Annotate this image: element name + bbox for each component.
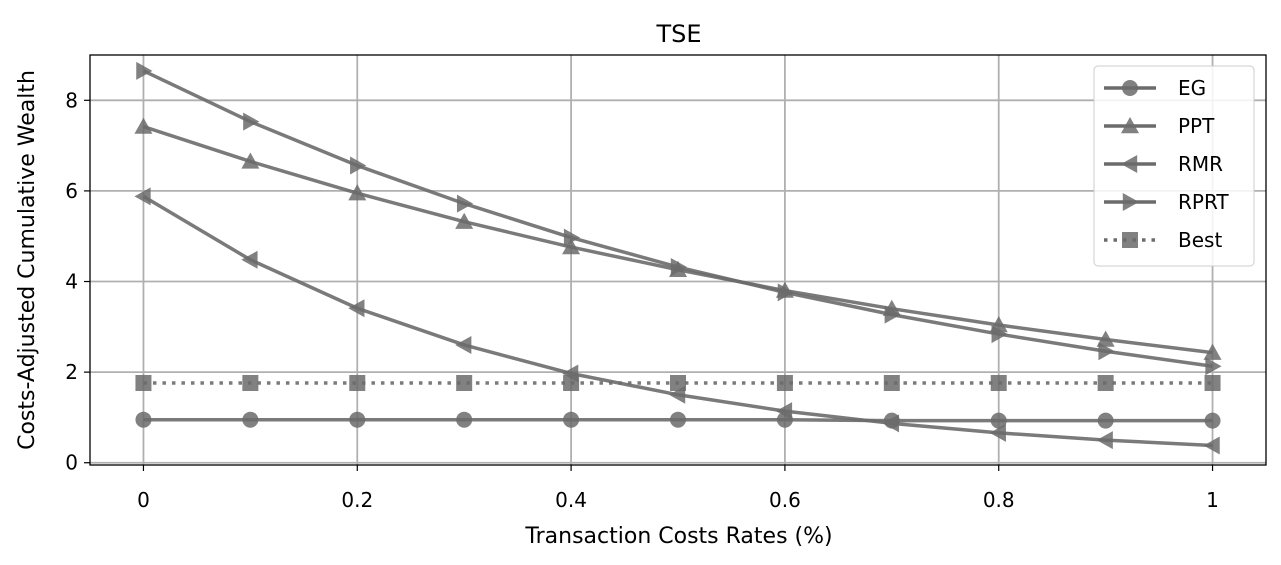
y-axis-label: Costs-Adjusted Cumulative Wealth xyxy=(15,70,40,450)
data-point-rprt xyxy=(670,258,687,277)
y-tick-label: 6 xyxy=(65,179,78,203)
data-point-best xyxy=(456,375,473,391)
legend-marker-rprt xyxy=(1122,193,1139,211)
legend-entry-ppt: PPT xyxy=(1104,114,1215,138)
series-layer xyxy=(134,61,1222,455)
legend-label-rprt: RPRT xyxy=(1178,190,1229,214)
data-point-rprt xyxy=(136,61,153,80)
data-point-best xyxy=(990,375,1007,391)
data-point-rmr xyxy=(775,402,793,421)
y-tick-label: 4 xyxy=(65,270,78,294)
data-point-eg xyxy=(563,411,580,428)
data-point-eg xyxy=(242,411,259,428)
x-tick-label: 1 xyxy=(1206,488,1219,512)
series-eg xyxy=(135,411,1221,429)
data-point-rmr xyxy=(882,414,900,433)
data-point-eg xyxy=(1204,412,1221,429)
data-point-eg xyxy=(135,411,152,428)
x-tick-label: 0 xyxy=(137,488,150,512)
data-point-ppt xyxy=(348,184,367,201)
data-point-rmr xyxy=(1203,436,1220,455)
legend-marker-rmr xyxy=(1121,155,1138,173)
chart-title: TSE xyxy=(655,20,701,48)
legend-marker-best xyxy=(1122,232,1138,248)
legend-entry-rprt: RPRT xyxy=(1104,190,1229,214)
data-point-ppt xyxy=(134,117,153,134)
legend-label-rmr: RMR xyxy=(1178,152,1223,176)
series-line-rprt xyxy=(142,69,1213,368)
legend: EG PPT RMR RPRT Best xyxy=(1093,65,1255,267)
data-point-best xyxy=(135,375,152,391)
data-point-rmr xyxy=(241,250,258,269)
plot-frame xyxy=(89,54,1267,466)
y-tick-label: 2 xyxy=(65,360,78,384)
data-point-best xyxy=(670,375,686,391)
data-point-rprt xyxy=(884,305,901,324)
legend-entry-best: Best xyxy=(1104,228,1222,252)
data-point-ppt xyxy=(241,152,260,169)
data-point-best xyxy=(563,375,580,391)
series-line-rmr xyxy=(142,194,1213,448)
data-point-best xyxy=(776,375,793,391)
grid xyxy=(90,55,1266,465)
data-point-rmr xyxy=(1096,431,1113,450)
legend-label-best: Best xyxy=(1178,228,1222,252)
y-tick-label: 0 xyxy=(65,451,78,475)
data-point-ppt xyxy=(1203,343,1222,360)
data-point-rprt xyxy=(1205,357,1222,376)
legend-marker-ppt xyxy=(1121,117,1139,134)
data-point-rprt xyxy=(777,283,794,302)
data-point-eg xyxy=(1097,412,1114,429)
data-point-ppt xyxy=(455,212,474,229)
data-point-eg xyxy=(456,411,473,428)
data-point-rprt xyxy=(456,194,474,213)
x-tick-label: 0.2 xyxy=(341,488,373,512)
x-tick-label: 0.6 xyxy=(769,488,801,512)
data-point-best xyxy=(242,375,259,391)
data-point-best xyxy=(349,375,366,391)
data-point-ppt xyxy=(562,238,581,255)
data-point-rprt xyxy=(563,228,581,247)
legend-entry-rmr: RMR xyxy=(1104,152,1223,176)
data-point-rmr xyxy=(348,299,365,318)
x-tick-label: 0.4 xyxy=(555,488,587,512)
data-point-rmr xyxy=(989,423,1006,442)
y-tick-label: 8 xyxy=(65,88,78,112)
data-point-rprt xyxy=(350,156,367,175)
data-point-rmr xyxy=(134,187,151,206)
x-axis-label: Transaction Costs Rates (%) xyxy=(524,524,832,549)
series-line-ppt xyxy=(142,124,1213,355)
data-point-eg xyxy=(349,411,366,428)
legend-marker-eg xyxy=(1122,80,1138,96)
series-best xyxy=(135,375,1221,391)
data-point-rmr xyxy=(455,335,472,354)
legend-label-ppt: PPT xyxy=(1178,114,1215,138)
data-point-eg xyxy=(990,412,1007,429)
series-ppt xyxy=(134,117,1222,360)
series-rprt xyxy=(136,61,1222,376)
data-point-best xyxy=(1204,375,1221,391)
legend-box xyxy=(1093,65,1255,267)
ticks: 0 0.2 0.4 0.6 0.8 1 0 2 4 6 8 xyxy=(65,88,1219,512)
data-point-rprt xyxy=(991,325,1008,344)
data-point-best xyxy=(883,375,900,391)
legend-entry-eg: EG xyxy=(1104,76,1206,100)
legend-label-eg: EG xyxy=(1178,76,1206,100)
data-point-rprt xyxy=(1098,342,1115,361)
data-point-eg xyxy=(670,411,686,428)
data-point-rprt xyxy=(243,112,260,131)
data-point-ppt xyxy=(1096,330,1115,347)
x-tick-label: 0.8 xyxy=(983,488,1015,512)
data-point-best xyxy=(1097,375,1114,391)
